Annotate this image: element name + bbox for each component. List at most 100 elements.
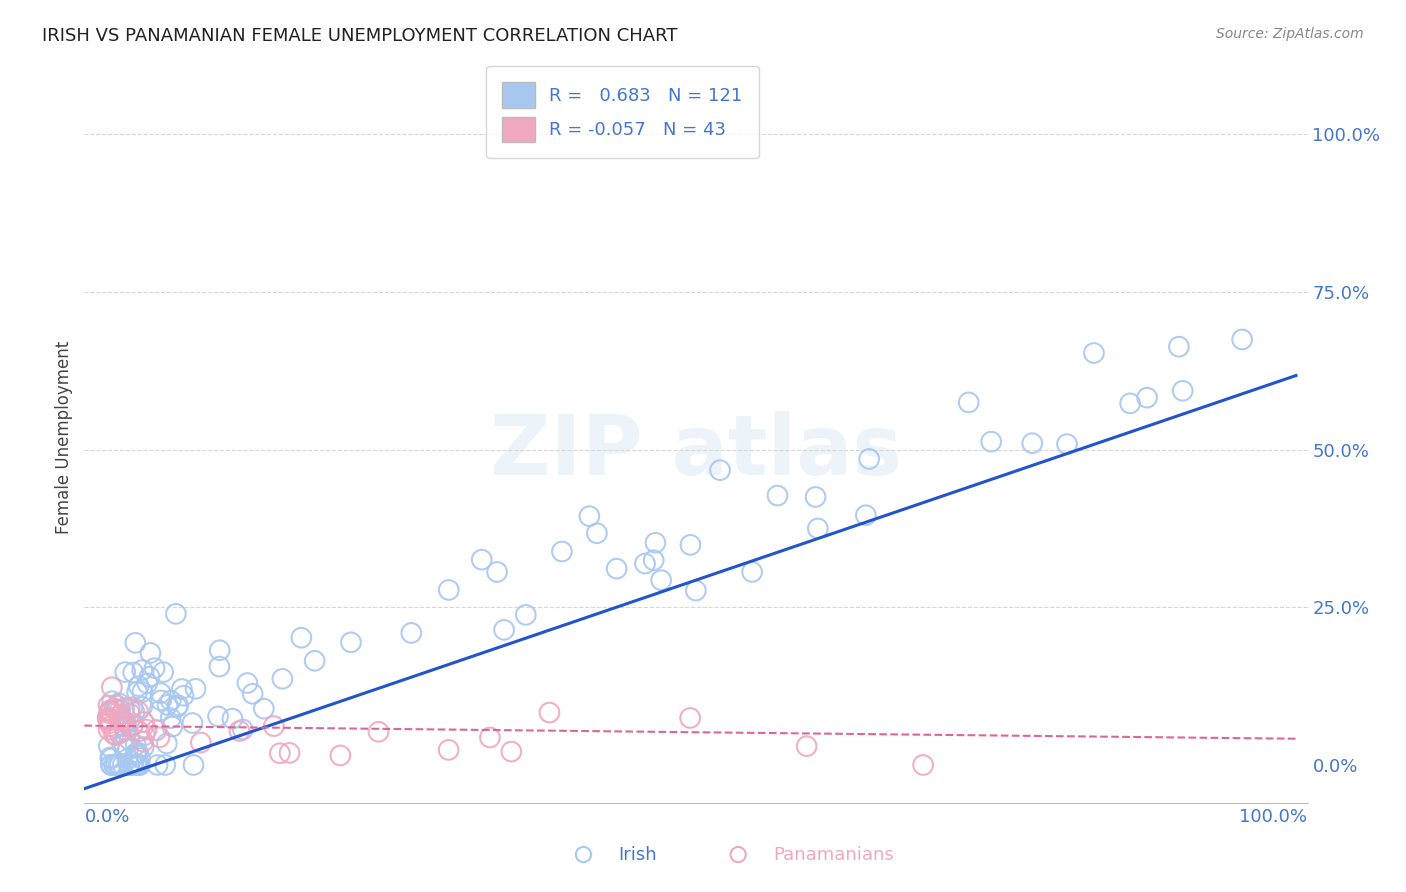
Point: [232, 723, 254, 737]
Point: [117, 752, 139, 766]
Point: [107, 758, 129, 772]
Point: [100, 758, 122, 772]
Point: [340, 635, 363, 649]
Point: [855, 508, 877, 523]
Point: [118, 706, 141, 721]
Point: [108, 712, 131, 726]
Point: [124, 636, 146, 650]
Point: [122, 665, 145, 680]
Point: [128, 758, 150, 772]
Point: [242, 687, 264, 701]
Point: [551, 544, 574, 558]
Point: [1056, 437, 1078, 451]
Point: [679, 711, 702, 725]
Point: [114, 714, 136, 729]
Point: [807, 521, 830, 535]
Point: [122, 758, 145, 772]
Point: [128, 724, 150, 739]
Point: [105, 728, 128, 742]
Point: [98, 704, 121, 718]
Point: [685, 583, 707, 598]
Point: [271, 672, 294, 686]
Text: Panamanians: Panamanians: [773, 846, 894, 863]
Point: [166, 700, 188, 714]
Point: [121, 719, 143, 733]
Point: [1083, 346, 1105, 360]
Point: [304, 654, 326, 668]
Point: [97, 723, 120, 737]
Point: [796, 739, 818, 753]
Point: [112, 701, 135, 715]
Point: [538, 706, 561, 720]
Point: [173, 689, 195, 703]
Point: [606, 562, 628, 576]
Point: [183, 758, 205, 772]
Point: [98, 716, 121, 731]
Point: [159, 711, 181, 725]
Point: [135, 723, 157, 737]
Point: [148, 704, 170, 718]
Point: [98, 706, 121, 720]
Point: [105, 698, 128, 713]
Point: [107, 709, 129, 723]
Point: [121, 758, 143, 772]
Point: [253, 701, 276, 715]
Point: [278, 746, 301, 760]
Point: [117, 742, 139, 756]
Point: [105, 758, 128, 772]
Point: [437, 743, 460, 757]
Point: [139, 646, 162, 660]
Point: [290, 631, 312, 645]
Point: [167, 698, 190, 713]
Point: [108, 726, 131, 740]
Point: [572, 847, 595, 862]
Point: [97, 711, 120, 725]
Point: [101, 680, 124, 694]
Point: [727, 847, 749, 862]
Point: [1167, 340, 1189, 354]
Text: ZIP atlas: ZIP atlas: [489, 411, 903, 492]
Point: [1171, 384, 1194, 398]
Point: [125, 758, 148, 772]
Point: [804, 490, 827, 504]
Point: [236, 676, 259, 690]
Point: [125, 738, 148, 752]
Point: [108, 703, 131, 717]
Point: [131, 663, 153, 677]
Point: [131, 699, 153, 714]
Point: [586, 526, 609, 541]
Point: [1230, 333, 1253, 347]
Point: [858, 452, 880, 467]
Point: [136, 676, 159, 690]
Point: [125, 747, 148, 761]
Point: [170, 681, 193, 696]
Point: [118, 732, 141, 747]
Point: [146, 758, 169, 772]
Point: [1021, 436, 1043, 450]
Point: [159, 693, 181, 707]
Point: [578, 509, 600, 524]
Point: [129, 751, 152, 765]
Text: IRISH VS PANAMANIAN FEMALE UNEMPLOYMENT CORRELATION CHART: IRISH VS PANAMANIAN FEMALE UNEMPLOYMENT …: [42, 27, 678, 45]
Text: Source: ZipAtlas.com: Source: ZipAtlas.com: [1216, 27, 1364, 41]
Point: [650, 573, 672, 587]
Point: [132, 715, 155, 730]
Point: [121, 700, 143, 714]
Point: [125, 748, 148, 763]
Point: [165, 607, 187, 621]
Point: [155, 758, 177, 772]
Point: [121, 717, 143, 731]
Point: [145, 723, 167, 738]
Point: [132, 734, 155, 748]
Point: [1119, 396, 1142, 410]
Point: [127, 746, 149, 760]
Y-axis label: Female Unemployment: Female Unemployment: [55, 341, 73, 533]
Point: [127, 758, 149, 772]
Point: [112, 719, 135, 733]
Point: [634, 557, 657, 571]
Point: [162, 719, 184, 733]
Point: [118, 758, 141, 772]
Point: [437, 582, 460, 597]
Point: [150, 693, 173, 707]
Point: [190, 735, 212, 749]
